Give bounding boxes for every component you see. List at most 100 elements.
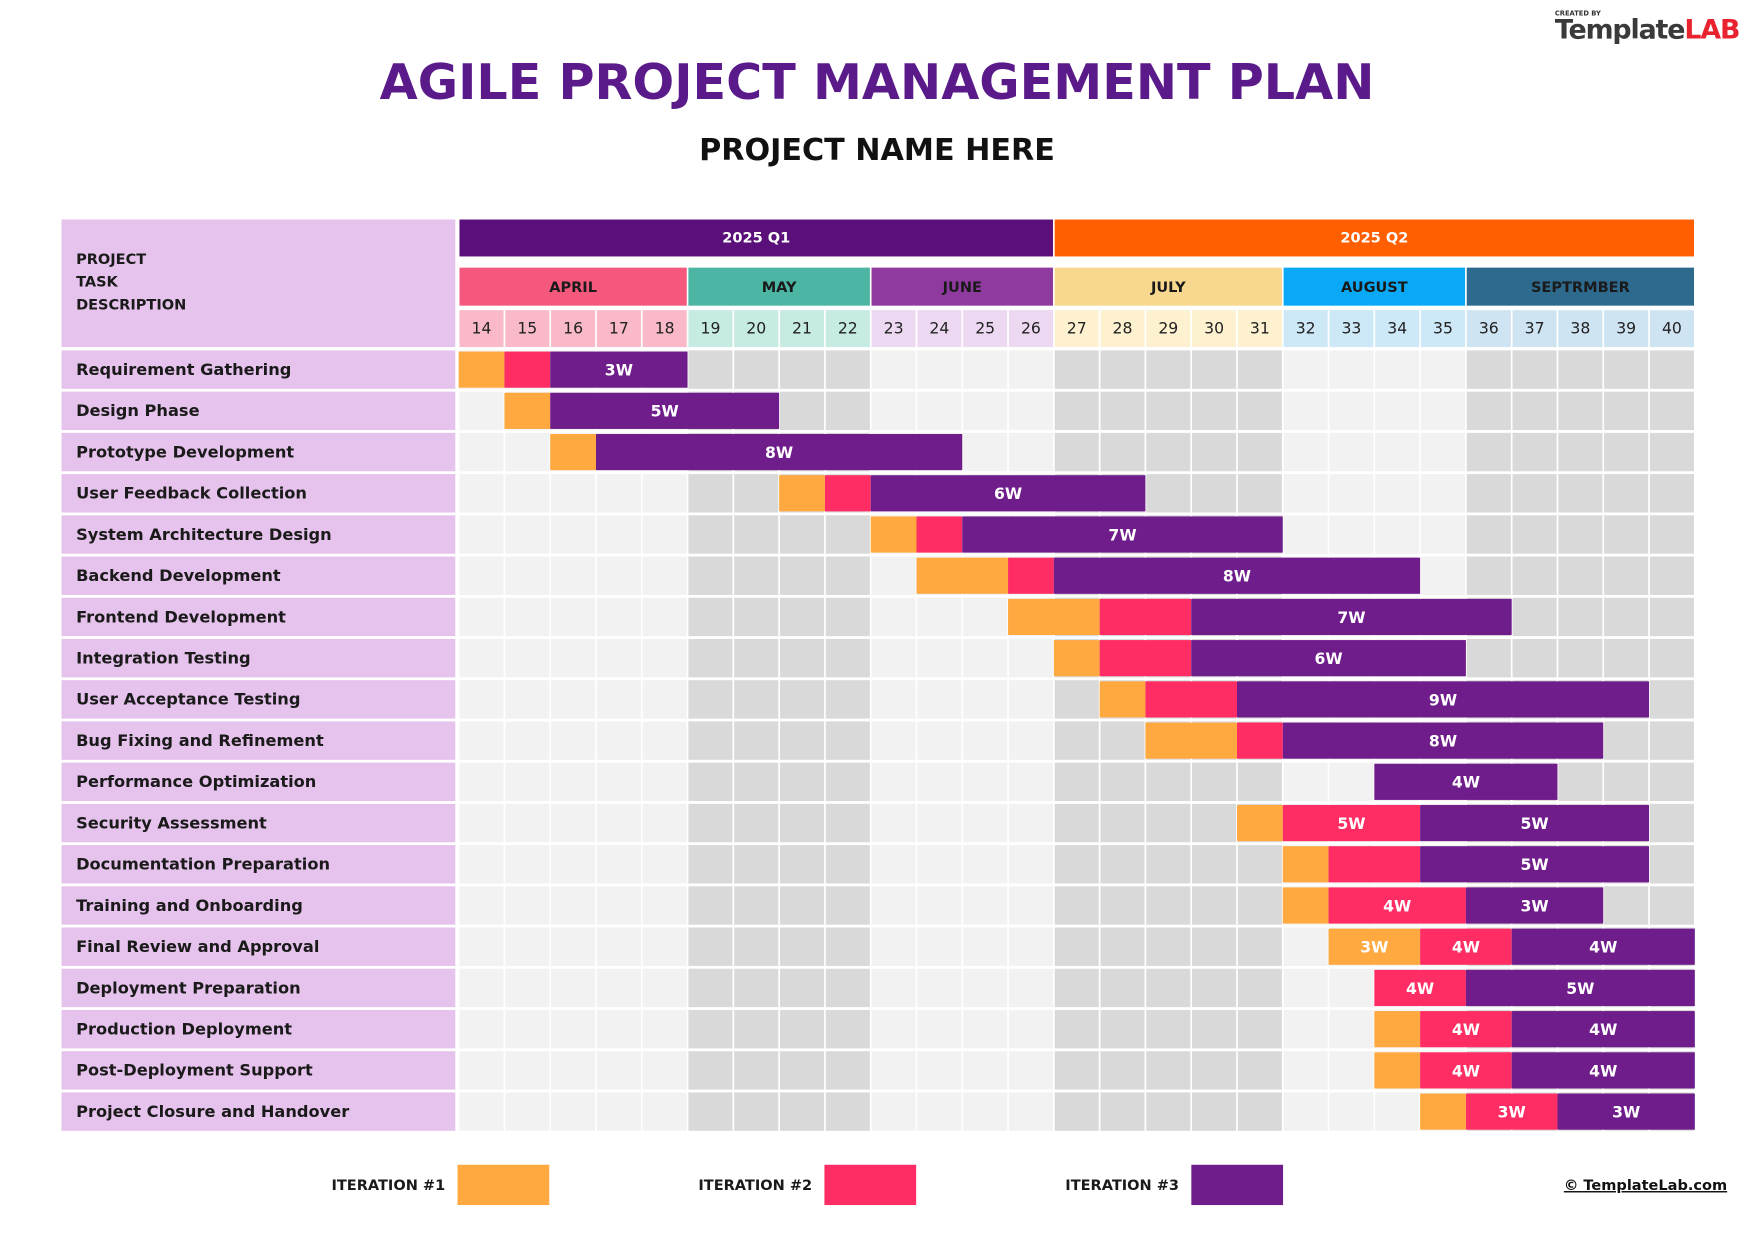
task-bar [870,516,917,553]
grid-cell [1192,968,1237,1008]
week-label: 39 [1616,319,1636,338]
grid-cell [642,1009,687,1049]
grid-cell [1237,886,1282,925]
bar-label: 9W [1429,690,1457,709]
grid-cell [871,968,916,1008]
week-label: 21 [792,319,812,338]
grid-cell [1146,474,1191,513]
grid-cell [505,968,550,1008]
grid-cell [1604,432,1649,472]
footer-link[interactable]: © TemplateLab.com [1564,1178,1727,1194]
grid-cell [1604,721,1649,760]
grid-cell [1649,597,1694,637]
grid-cell [871,597,916,637]
month-header [1054,267,1282,306]
grid-cell [963,350,1008,389]
bar-label: 5W [1521,814,1549,833]
grid-cell [642,680,687,719]
week-label: 16 [563,319,583,338]
grid-cell [596,886,641,925]
grid-cell [1100,1051,1145,1090]
grid-cell [871,350,916,389]
grid-cell [917,845,962,884]
grid-cell [1054,968,1099,1008]
grid-cell [779,845,825,884]
bar-label: 8W [765,443,793,462]
grid-cell [779,638,825,678]
grid-cell [825,1051,870,1090]
grid-cell [1054,762,1099,802]
grid-cell [1558,391,1603,431]
grid-cell [1649,803,1694,843]
grid-cell [551,1009,596,1049]
grid-cell [642,803,687,843]
bar-label: 5W [651,402,679,421]
week-label: 25 [975,319,995,338]
grid-cell [551,845,596,884]
grid-cell [1375,1092,1420,1131]
task-bar [1191,598,1512,636]
grid-cell [825,350,870,389]
grid-cell [1375,432,1420,472]
week-cell [871,310,916,348]
grid-cell [1283,1092,1328,1131]
bar-label: 4W [1452,773,1480,792]
grid-cell [1100,886,1145,925]
task-name: Deployment Preparation [76,978,301,997]
grid-cell [779,803,825,843]
bar-label: 4W [1406,979,1434,998]
grid-cell [642,1051,687,1090]
grid-cell [1649,474,1694,513]
task-bar [458,351,505,388]
task-bar [1374,1052,1421,1089]
grid-cell [459,803,504,843]
grid-cell [1192,927,1237,966]
week-label: 32 [1296,319,1316,338]
grid-cell [1192,1092,1237,1131]
grid-cell [688,721,733,760]
grid-cell [871,680,916,719]
grid-cell [1604,638,1649,678]
grid-cell [1329,432,1374,472]
task-bar [1420,1052,1512,1089]
grid-cell [1283,1009,1328,1049]
week-cell [1192,310,1237,348]
grid-cell [551,968,596,1008]
week-cell [551,310,596,348]
bar-label: 4W [1589,1020,1617,1039]
grid-cell [459,845,504,884]
bar-label: 4W [1452,938,1480,957]
grid-cell [734,474,779,513]
task-header: PROJECT [76,252,146,268]
task-bar [1282,887,1329,924]
grid-cell [1100,968,1145,1008]
grid-cell [505,762,550,802]
bar-label: 4W [1383,896,1411,915]
grid-cell [825,391,870,431]
task-name: Project Closure and Handover [76,1102,349,1121]
grid-cell [459,721,504,760]
grid-cell [1466,432,1511,472]
grid-cell [459,515,504,554]
grid-cell [1466,474,1511,513]
grid-cell [917,886,962,925]
month-header [1283,267,1466,306]
week-cell [1466,310,1511,348]
grid-cell [1649,515,1694,554]
grid-cell [1512,638,1557,678]
grid-cell [596,762,641,802]
grid-cell [734,762,779,802]
task-name: User Feedback Collection [76,484,307,503]
grid-cell [459,474,504,513]
grid-cell [1283,1051,1328,1090]
week-label: 34 [1387,319,1407,338]
grid-cell [688,845,733,884]
task-bar [1420,928,1512,965]
grid-cell [825,1009,870,1049]
grid-cell [963,927,1008,966]
week-cell [963,310,1008,348]
grid-cell [1008,680,1054,719]
grid-cell [551,721,596,760]
grid-cell [1100,1092,1145,1131]
grid-cell [1512,515,1557,554]
